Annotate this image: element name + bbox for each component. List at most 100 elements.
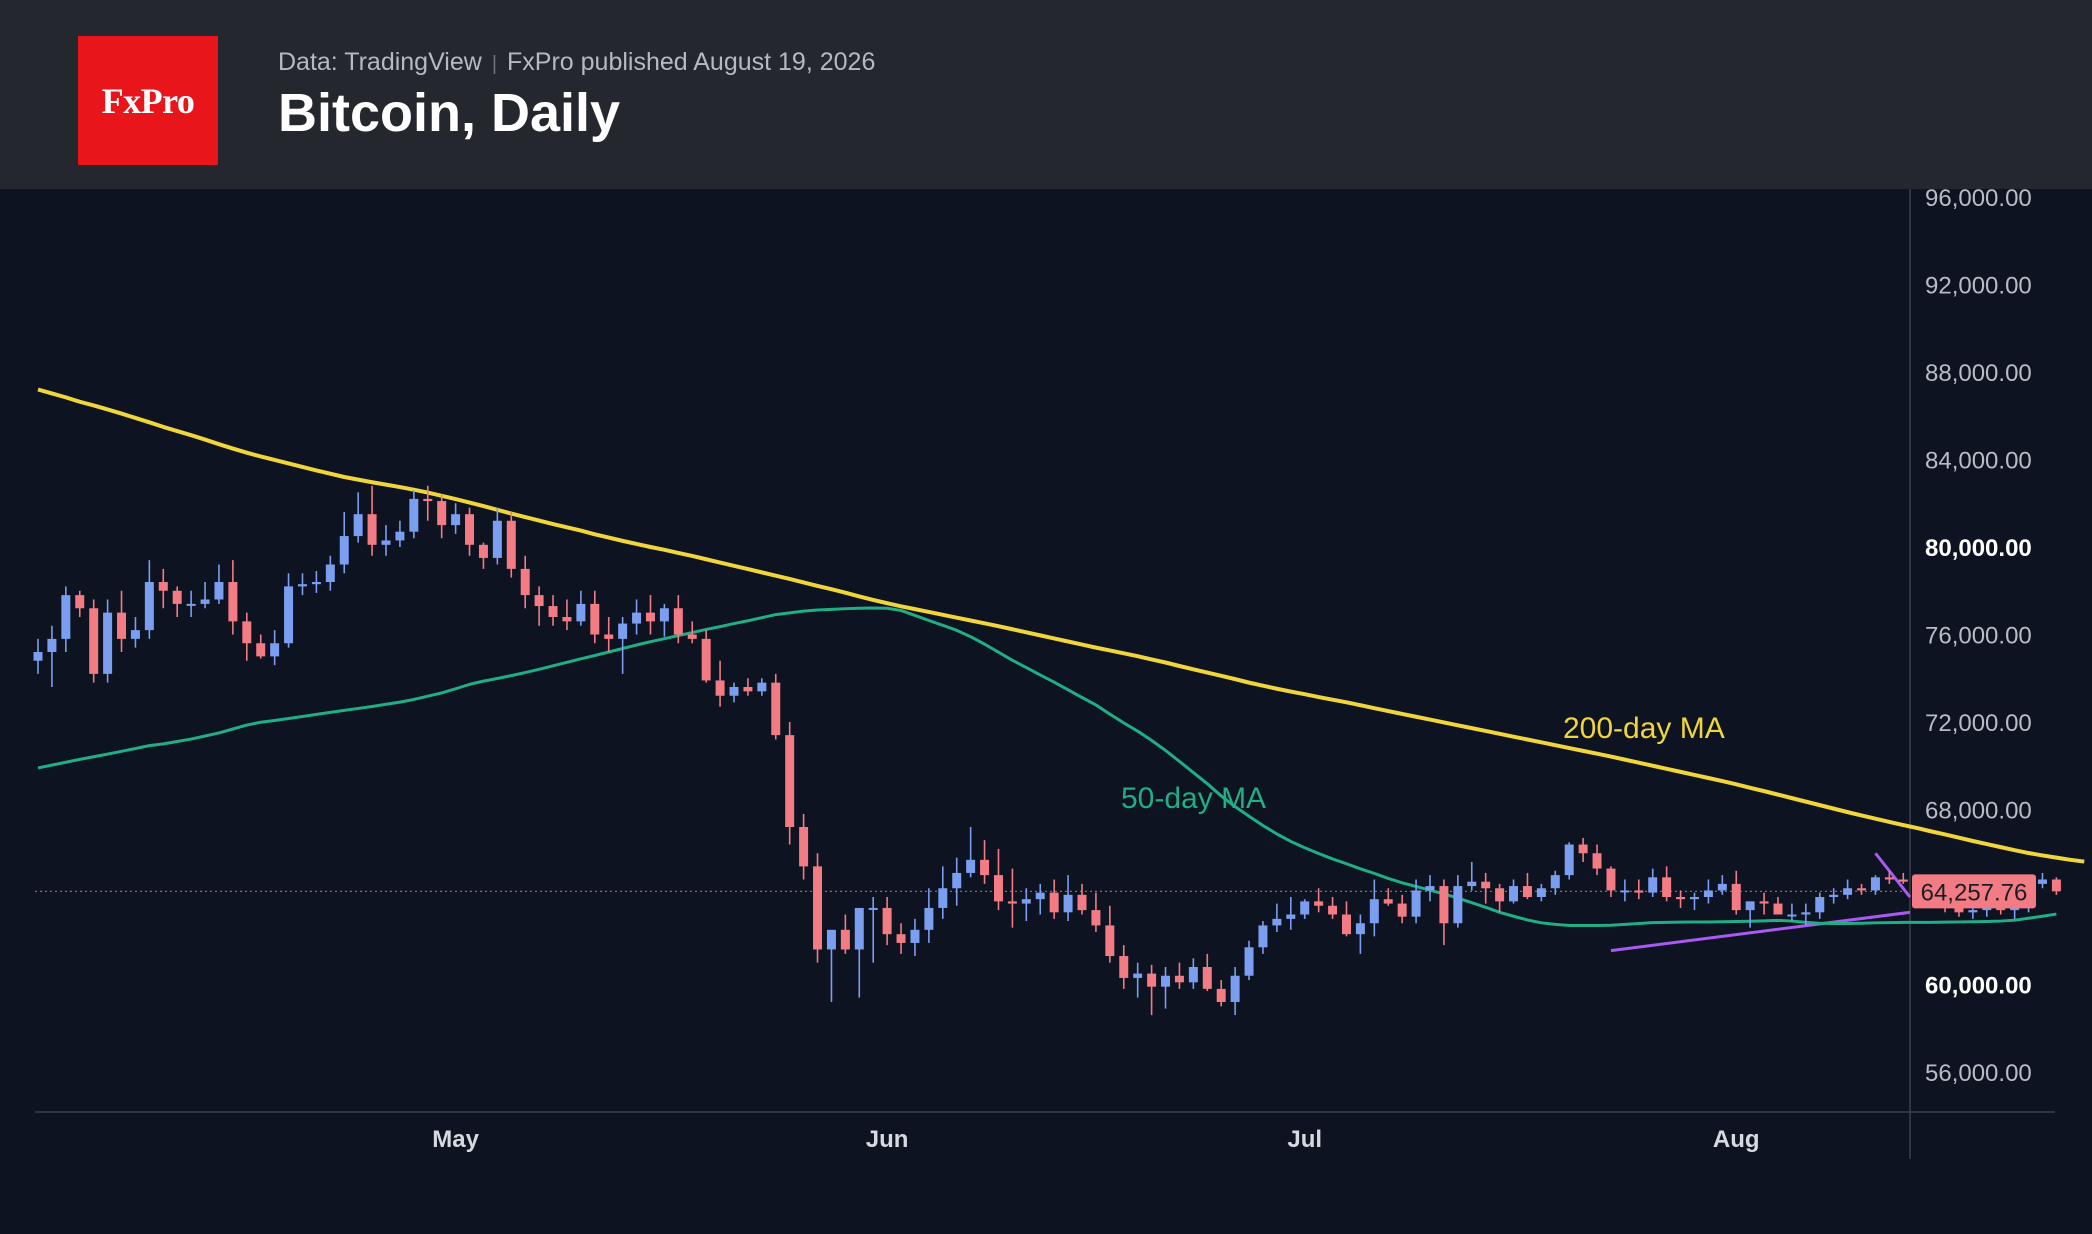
candle-body bbox=[256, 643, 266, 657]
candle bbox=[1147, 964, 1157, 1016]
candle-body bbox=[200, 599, 210, 604]
candle bbox=[158, 568, 168, 609]
candle-body bbox=[1676, 897, 1686, 900]
ma200-line bbox=[37, 387, 2085, 864]
candle bbox=[144, 560, 154, 639]
candle-body bbox=[144, 582, 154, 631]
price-tick-label: 60,000.00 bbox=[1925, 973, 2032, 1000]
candle-body bbox=[1759, 901, 1769, 904]
candle bbox=[1898, 872, 1908, 884]
candle bbox=[186, 590, 196, 617]
candle bbox=[200, 582, 210, 609]
candle-body bbox=[1787, 914, 1797, 917]
candle-body bbox=[451, 514, 461, 526]
candle bbox=[1592, 844, 1602, 876]
candle bbox=[75, 590, 85, 617]
candle bbox=[757, 678, 767, 696]
candle-body bbox=[590, 603, 600, 635]
candle-body bbox=[993, 875, 1003, 902]
candle-body bbox=[1272, 918, 1282, 926]
candle-body bbox=[534, 595, 544, 607]
candle bbox=[1244, 940, 1254, 981]
candle bbox=[966, 827, 976, 878]
last-price-tag-bg bbox=[1912, 874, 2036, 909]
candle bbox=[1035, 883, 1045, 915]
candle-body bbox=[1202, 967, 1212, 989]
candle-body bbox=[214, 582, 224, 600]
candle-body bbox=[437, 501, 447, 526]
last-price-tag[interactable]: 64,257.76 bbox=[1912, 874, 2036, 909]
candle-body bbox=[89, 608, 99, 674]
candle bbox=[785, 722, 795, 845]
candle bbox=[1300, 899, 1310, 919]
candle-body bbox=[1188, 967, 1198, 983]
candle-body bbox=[75, 595, 85, 609]
price-tick-label: 72,000.00 bbox=[1925, 710, 2032, 737]
candle-body bbox=[1954, 907, 1964, 913]
candle-body bbox=[158, 582, 168, 591]
triangle-trendlines bbox=[1610, 852, 1912, 953]
candle-body bbox=[1481, 881, 1491, 889]
candle-body bbox=[47, 638, 57, 652]
candle bbox=[1286, 897, 1296, 930]
candle-body bbox=[1509, 886, 1519, 902]
candle bbox=[1453, 875, 1463, 928]
price-axis[interactable]: 56,000.00 60,000.00 68,000.00 72,000.00 76,0… bbox=[1912, 189, 2036, 1087]
candle-body bbox=[2010, 907, 2020, 911]
candle-body bbox=[632, 612, 642, 624]
candle-body bbox=[367, 514, 377, 545]
candle bbox=[297, 573, 307, 596]
candle-body bbox=[882, 907, 892, 935]
candle bbox=[437, 494, 447, 539]
candle bbox=[1550, 870, 1560, 895]
candle-body bbox=[1161, 975, 1171, 987]
candle bbox=[1648, 868, 1658, 897]
time-axis[interactable]: May Jun Jul Aug bbox=[432, 1126, 1759, 1153]
candle-body bbox=[465, 514, 475, 545]
candle-body bbox=[1884, 877, 1894, 880]
candle bbox=[1341, 901, 1351, 937]
candle bbox=[729, 682, 739, 703]
candle bbox=[256, 634, 266, 659]
candle bbox=[1731, 870, 1741, 915]
candle bbox=[1843, 879, 1853, 900]
candle bbox=[1369, 879, 1379, 937]
candle bbox=[214, 564, 224, 604]
candle bbox=[1216, 980, 1226, 1007]
candle-body bbox=[1731, 883, 1741, 911]
candle bbox=[743, 678, 753, 696]
candle bbox=[826, 929, 836, 1002]
candle-body bbox=[813, 866, 823, 950]
candle bbox=[1077, 883, 1087, 915]
candle bbox=[534, 586, 544, 626]
candle bbox=[33, 638, 43, 674]
candle-body bbox=[729, 687, 739, 696]
candle bbox=[1258, 921, 1268, 954]
candle bbox=[2051, 877, 2061, 895]
candle-body bbox=[868, 907, 878, 910]
candle bbox=[339, 512, 349, 574]
candle bbox=[1007, 868, 1017, 928]
candle-body bbox=[1105, 925, 1115, 957]
candle bbox=[1522, 872, 1532, 900]
price-chart[interactable]: 56,000.00 60,000.00 68,000.00 72,000.00 76,0… bbox=[0, 189, 2092, 1234]
ma200-label: 200-day MA bbox=[1563, 712, 1725, 745]
candle-body bbox=[743, 687, 753, 692]
candle bbox=[1439, 879, 1449, 946]
chart-title: Bitcoin, Daily bbox=[278, 83, 621, 143]
candle-body bbox=[952, 872, 962, 889]
candle-body bbox=[381, 540, 391, 545]
candle bbox=[1676, 890, 1686, 908]
price-tick-label: 76,000.00 bbox=[1925, 623, 2032, 650]
fxpro-logo: FxPro bbox=[78, 36, 218, 165]
candle-body bbox=[1216, 988, 1226, 1002]
candle bbox=[409, 490, 419, 539]
candle bbox=[576, 590, 586, 626]
candle bbox=[1536, 883, 1546, 902]
candle bbox=[492, 507, 502, 565]
candle bbox=[1495, 883, 1505, 913]
candle bbox=[1578, 837, 1588, 862]
candle-body bbox=[409, 498, 419, 532]
candle bbox=[1314, 888, 1324, 913]
candle-body bbox=[1522, 886, 1532, 897]
